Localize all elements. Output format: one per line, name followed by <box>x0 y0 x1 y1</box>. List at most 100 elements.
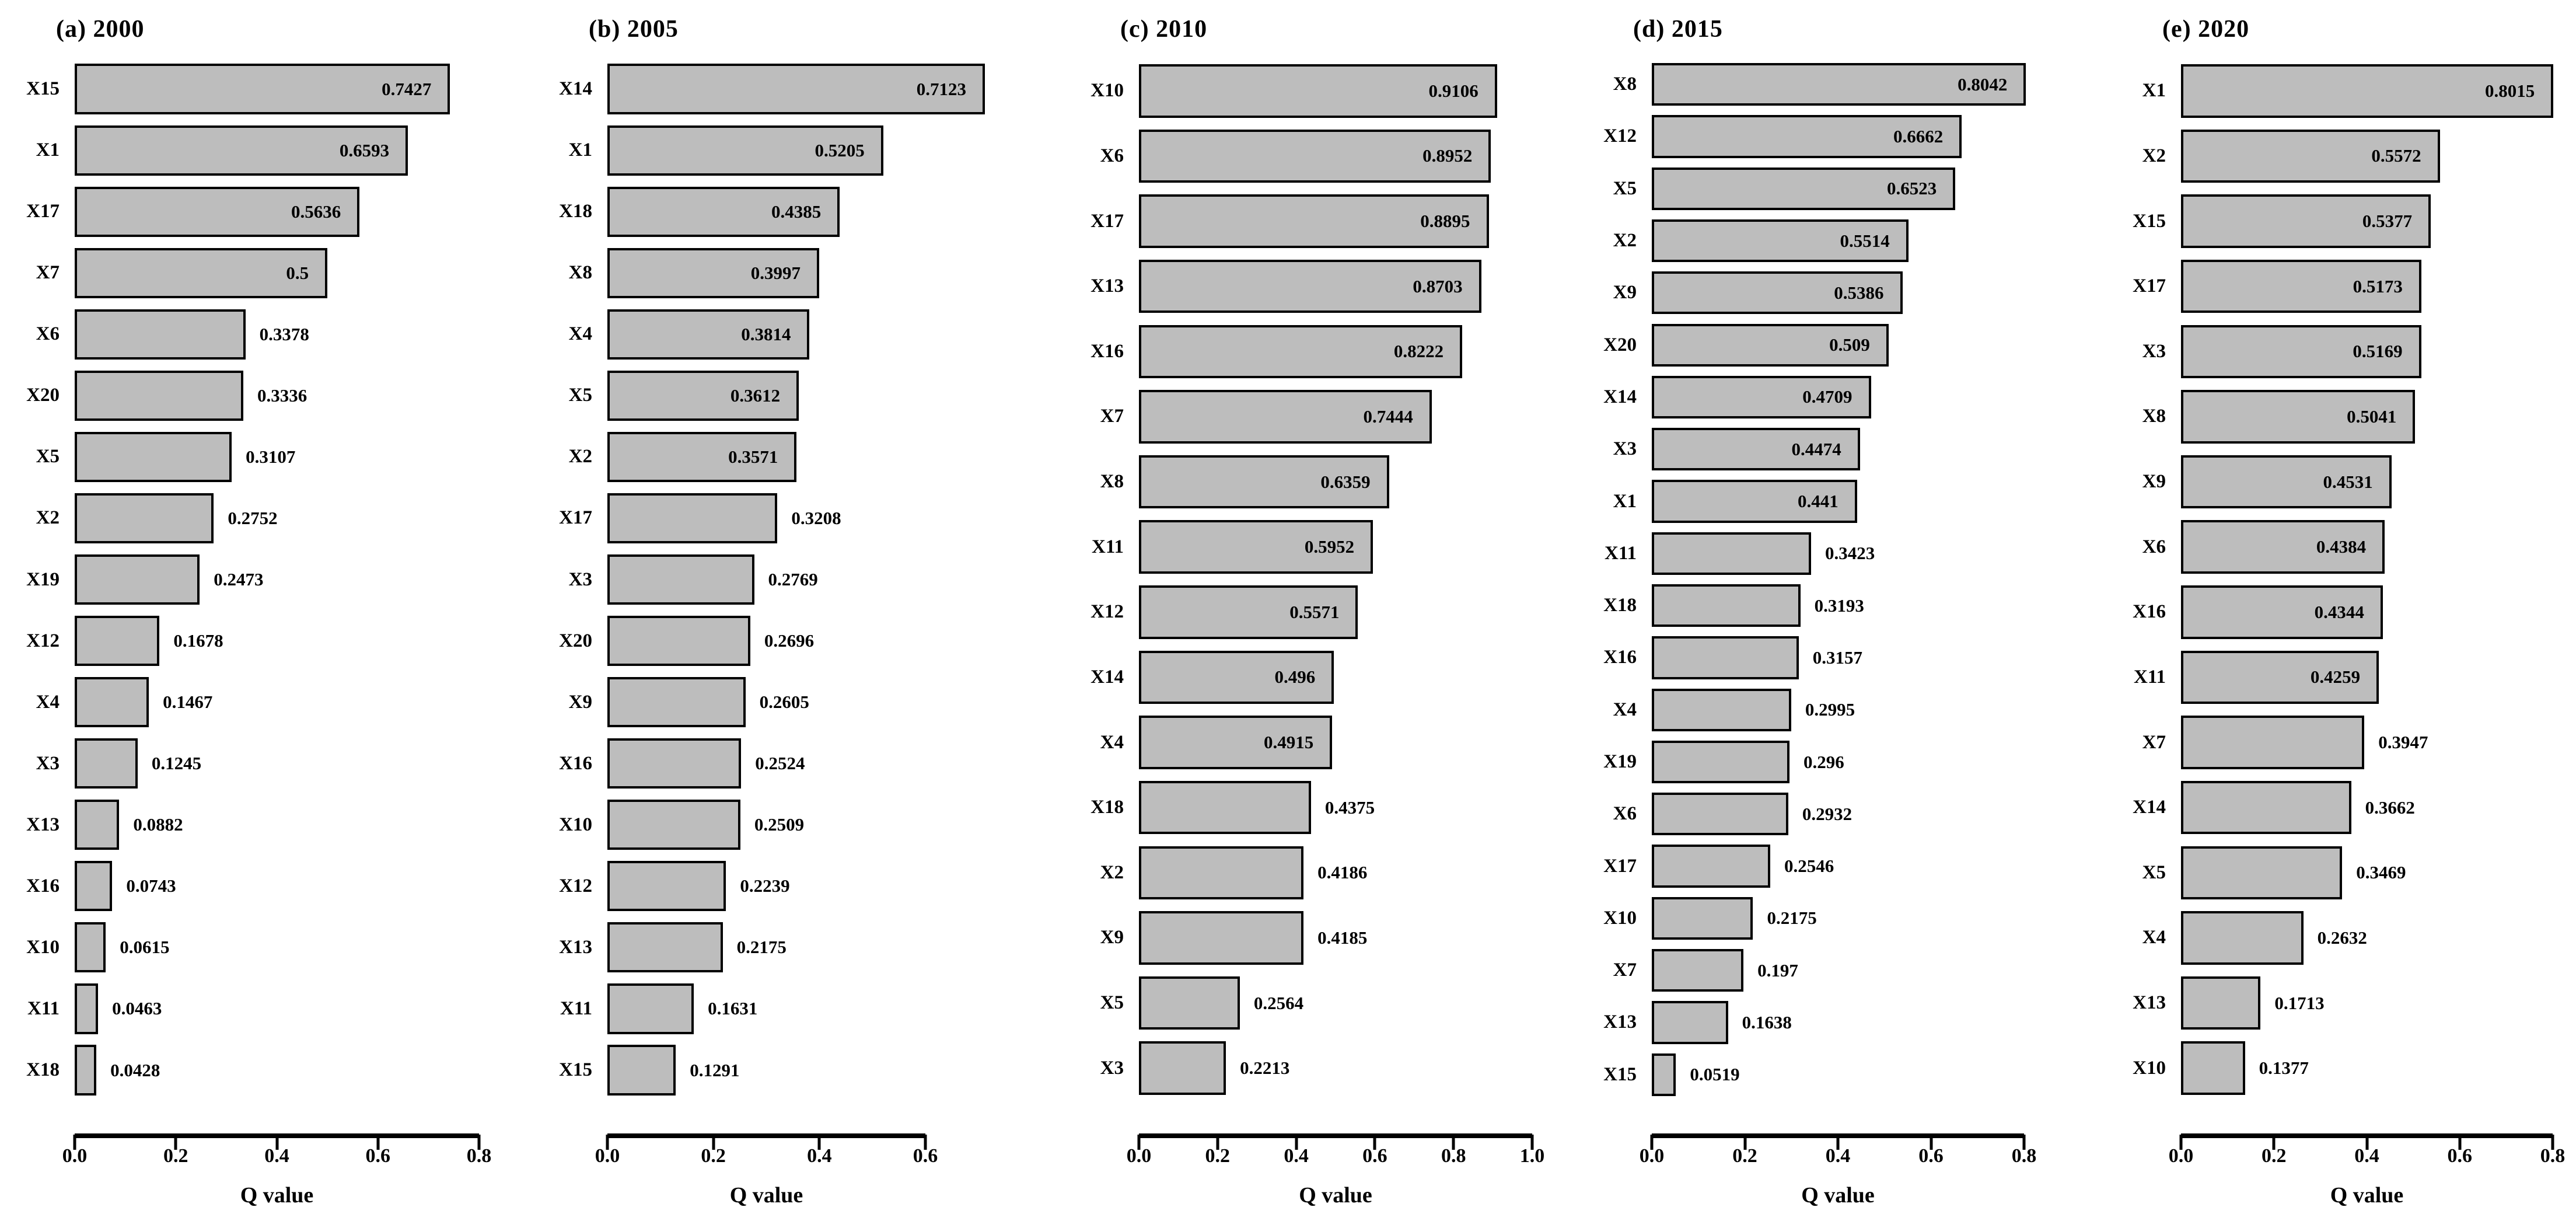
bar: 0.5041 <box>2181 390 2416 444</box>
bar <box>2181 846 2343 900</box>
x-axis-tick <box>1930 1135 1932 1150</box>
x-axis-line <box>73 1133 481 1150</box>
bar: 0.6523 <box>1652 167 1956 210</box>
value-label: 0.4915 <box>1264 732 1314 753</box>
bar-area: 0.8015 <box>2181 58 2554 124</box>
x-axis-tick-label: 0.4 <box>807 1145 832 1167</box>
bar: 0.3997 <box>607 247 820 298</box>
bar: 0.6593 <box>75 125 408 176</box>
bar-row: X16 0.4344 <box>2061 580 2576 645</box>
category-label: X14 <box>559 78 592 100</box>
bar-area: 0.0743 <box>75 856 479 917</box>
category-label: X12 <box>26 630 60 651</box>
bar-area: 0.4186 <box>1139 840 1532 906</box>
x-axis-tick <box>2365 1135 2368 1150</box>
category-label: X6 <box>36 323 60 345</box>
bar: 0.8895 <box>1139 194 1489 248</box>
bar-row: X17 0.2546 <box>1546 840 2061 892</box>
value-label: 0.4531 <box>2323 471 2373 492</box>
x-axis-tick <box>1137 1135 1141 1150</box>
panel-title: (b) 2005 <box>589 16 679 43</box>
bar: 0.4531 <box>2181 455 2392 509</box>
bar-row: X2 0.5514 <box>1546 215 2061 267</box>
bar-row: X17 0.5173 <box>2061 254 2576 319</box>
category-label: X3 <box>36 752 60 774</box>
bar-row: X11 0.0463 <box>0 978 515 1039</box>
value-label: 0.3423 <box>1824 543 1875 564</box>
bar-area: 0.1678 <box>75 610 479 672</box>
category-label: X1 <box>2142 80 2166 102</box>
bar-row: X11 0.4259 <box>2061 645 2576 710</box>
bar <box>75 554 200 605</box>
x-axis-tick <box>2272 1135 2276 1150</box>
value-label: 0.0463 <box>112 998 162 1019</box>
value-label: 0.6523 <box>1886 178 1937 199</box>
bar: 0.5173 <box>2181 259 2421 313</box>
category-label: X13 <box>2133 992 2166 1014</box>
value-label: 0.5169 <box>2353 341 2403 362</box>
bar: 0.496 <box>1139 650 1334 704</box>
value-label: 0.7123 <box>916 78 966 99</box>
bar-row: X17 0.5636 <box>0 181 515 242</box>
bar-row: X12 0.1678 <box>0 610 515 672</box>
category-label: X19 <box>1603 751 1637 772</box>
bar-area: 0.5377 <box>2181 189 2553 254</box>
value-label: 0.5377 <box>2362 211 2413 232</box>
bar-area: 0.1245 <box>75 733 479 794</box>
value-label: 0.0743 <box>126 875 176 896</box>
category-label: X9 <box>1100 927 1124 948</box>
category-label: X17 <box>1603 855 1637 877</box>
x-axis-tick-label: 0.2 <box>163 1145 188 1167</box>
bar-area: 0.2605 <box>607 672 925 733</box>
bar-row: X18 0.4385 <box>515 181 1030 242</box>
bar: 0.3571 <box>607 431 797 482</box>
bar-row: X4 0.2995 <box>1546 684 2061 736</box>
bar-row: X8 0.3997 <box>515 242 1030 303</box>
bar <box>2181 976 2261 1030</box>
bar <box>607 677 746 728</box>
bar-row: X1 0.5205 <box>515 120 1030 181</box>
bar-row: X9 0.2605 <box>515 672 1030 733</box>
bars-plot-area: X1 0.8015 X2 0.5572 X15 0.5377 X17 0.5173 X3 0.51… <box>2061 58 2576 1101</box>
value-label: 0.2564 <box>1253 992 1304 1013</box>
x-axis-tick <box>2179 1135 2183 1150</box>
category-label: X16 <box>1603 647 1637 668</box>
value-label: 0.1638 <box>1742 1011 1792 1032</box>
bar: 0.4709 <box>1652 375 1871 419</box>
value-label: 0.5952 <box>1304 536 1355 557</box>
value-label: 0.3378 <box>259 323 309 344</box>
chart-panel-a: (a) 2000 X15 0.7427 X1 0.6593 X17 0.5636 X7 0.5 X… <box>0 9 515 1208</box>
x-axis-tick-label: 0.6 <box>2447 1145 2473 1167</box>
x-axis-title: Q value <box>729 1183 803 1208</box>
chart-panel-b: (b) 2005 X14 0.7123 X1 0.5205 X18 0.4385 X8 0.39… <box>515 9 1030 1208</box>
bar-row: X13 0.2175 <box>515 917 1030 978</box>
value-label: 0.3107 <box>246 446 296 467</box>
bar-area: 0.2524 <box>607 733 925 794</box>
value-label: 0.3571 <box>728 446 778 467</box>
category-label: X18 <box>26 1059 60 1081</box>
value-label: 0.5514 <box>1840 230 1890 251</box>
bar <box>75 1045 97 1096</box>
bar-row: X4 0.1467 <box>0 672 515 733</box>
bar-area: 0.2175 <box>607 917 925 978</box>
x-axis-tick <box>174 1135 177 1150</box>
bar-row: X10 0.2175 <box>1546 892 2061 944</box>
bar <box>75 677 149 728</box>
category-label: X15 <box>2133 210 2166 232</box>
bar-area: 0.3997 <box>607 242 925 303</box>
bar-area: 0.6359 <box>1139 449 1532 515</box>
x-axis-tick-label: 0.4 <box>1284 1145 1309 1167</box>
value-label: 0.8895 <box>1420 211 1470 232</box>
value-label: 0.509 <box>1829 334 1870 355</box>
bar-row: X11 0.5952 <box>1030 514 1546 580</box>
category-label: X16 <box>559 752 592 774</box>
bar-row: X15 0.7427 <box>0 58 515 120</box>
category-label: X4 <box>2142 927 2166 948</box>
bar-row: X19 0.296 <box>1546 736 2061 788</box>
value-label: 0.1713 <box>2274 992 2325 1013</box>
bar-area: 0.8703 <box>1139 254 1532 319</box>
bar-area: 0.7444 <box>1139 384 1532 449</box>
bar-row: X10 0.0615 <box>0 917 515 978</box>
value-label: 0.441 <box>1797 491 1838 512</box>
value-label: 0.4474 <box>1791 438 1841 459</box>
